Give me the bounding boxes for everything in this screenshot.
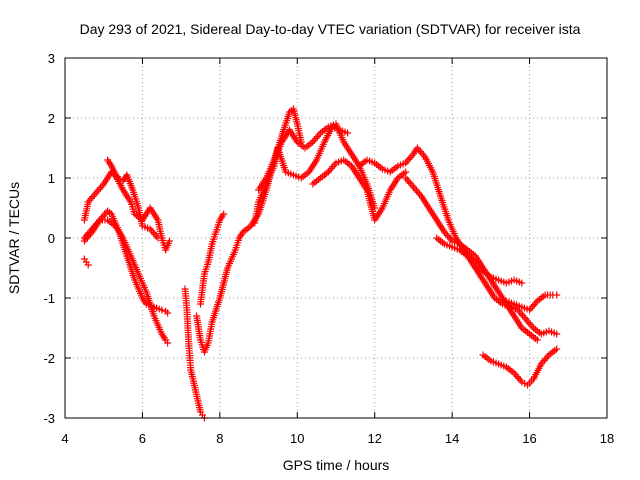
marker-path-track-n: [502, 291, 561, 314]
x-tick-label: 4: [61, 431, 68, 446]
series-track-g: [251, 123, 352, 227]
x-tick-label: 14: [445, 431, 459, 446]
marker-path-track-f: [197, 210, 228, 308]
series-track-l: [433, 234, 526, 287]
marker-path-track-j: [355, 144, 561, 338]
y-tick-label: -3: [43, 411, 55, 426]
x-tick-label: 16: [522, 431, 536, 446]
series-track-c: [80, 216, 172, 347]
series-track-m: [479, 345, 561, 389]
series-cluster-low: [80, 255, 208, 422]
x-axis-label: GPS time / hours: [283, 457, 390, 473]
x-tick-label: 12: [367, 431, 381, 446]
marker-path-track-m: [479, 345, 561, 389]
x-tick-label: 10: [290, 431, 304, 446]
x-tick-label: 18: [600, 431, 614, 446]
y-tick-label: 0: [48, 231, 55, 246]
chart-title: Day 293 of 2021, Sidereal Day-to-day VTE…: [80, 21, 581, 37]
series-track-d: [104, 156, 162, 242]
x-tick-label: 8: [216, 431, 223, 446]
series-track-f: [197, 210, 228, 308]
series-track-j: [355, 144, 561, 338]
y-tick-label: -2: [43, 351, 55, 366]
y-tick-label: 2: [48, 111, 55, 126]
y-tick-label: 1: [48, 171, 55, 186]
series-track-n: [502, 291, 561, 314]
marker-path-track-c: [80, 216, 172, 347]
data-markers: [80, 105, 561, 422]
marker-path-cluster-low: [80, 255, 208, 422]
plot-frame: [64, 57, 608, 419]
y-axis-label: SDTVAR / TECUs: [6, 182, 22, 294]
series-track-i: [309, 156, 410, 224]
x-tick-label: 6: [139, 431, 146, 446]
marker-path-track-d: [104, 156, 162, 242]
marker-path-track-i: [309, 156, 410, 224]
series-track-e: [193, 105, 305, 356]
y-tick-label: 3: [48, 51, 55, 66]
marker-path-track-l: [433, 234, 526, 287]
grid-lines: [65, 58, 607, 418]
marker-path-track-e: [193, 105, 305, 356]
y-tick-label: -1: [43, 291, 55, 306]
marker-path-track-g: [251, 123, 352, 227]
